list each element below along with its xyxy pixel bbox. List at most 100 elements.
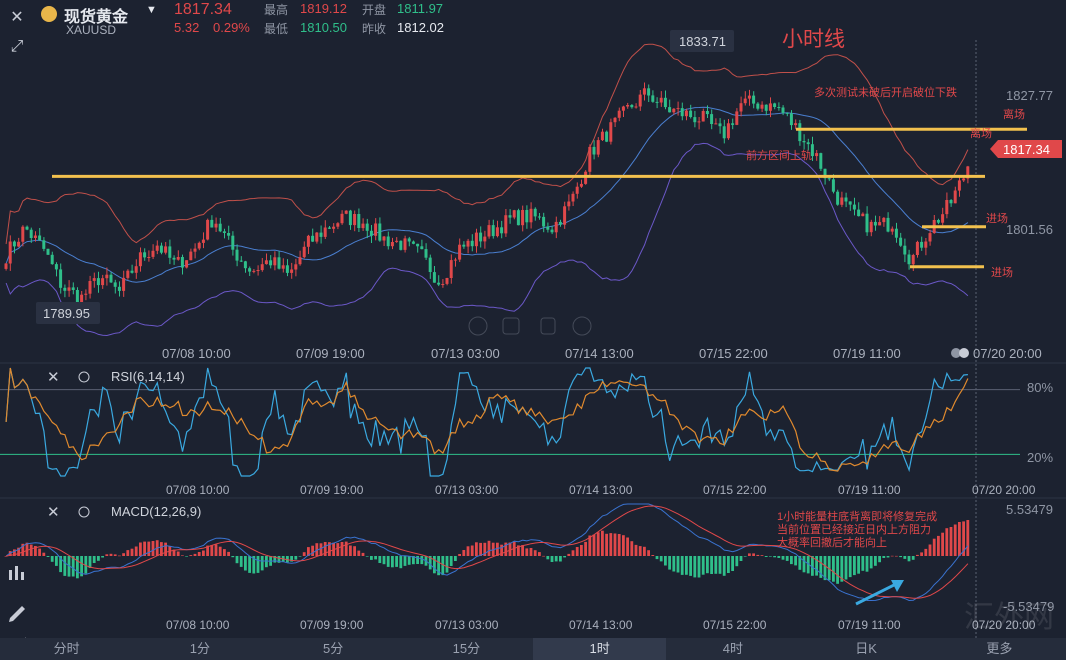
- macd-dea-line: [6, 505, 969, 599]
- candle-body: [306, 235, 310, 247]
- candle-body: [210, 219, 214, 228]
- macd-histogram-bar: [176, 551, 180, 556]
- macd-histogram-bar: [319, 543, 323, 556]
- macd-histogram-bar: [811, 556, 814, 576]
- scroll-dot-icon[interactable]: [959, 348, 969, 358]
- candle-body: [411, 241, 415, 244]
- candle-body: [54, 264, 58, 270]
- candle-body: [201, 239, 205, 243]
- rsi-settings-icon[interactable]: [78, 371, 90, 383]
- candle-body: [920, 241, 924, 248]
- candle-body: [390, 242, 394, 247]
- macd-histogram-bar: [664, 556, 667, 566]
- macd-histogram-bar: [575, 547, 579, 556]
- candle-body: [798, 123, 802, 142]
- macd-histogram-bar: [42, 552, 46, 556]
- macd-dif-line: [5, 503, 969, 602]
- pen-icon[interactable]: [9, 606, 25, 622]
- macd-histogram-bar: [88, 556, 92, 568]
- rsi-panel[interactable]: [0, 367, 1020, 477]
- macd-histogram-bar: [496, 542, 499, 556]
- candle-body: [159, 245, 163, 253]
- candles-icon[interactable]: [9, 566, 24, 580]
- macd-histogram-bar: [214, 544, 218, 556]
- macd-histogram-bar: [781, 556, 785, 560]
- candle-body: [857, 209, 861, 217]
- candle-body: [533, 208, 537, 217]
- candle-body: [399, 240, 403, 250]
- macd-note-1: 1小时能量柱底背离即将修复完成: [777, 509, 937, 523]
- candle-body: [621, 106, 625, 111]
- timeframe-tabs: 分时 1分 5分 15分 1时 4时 日K 更多: [0, 638, 1066, 660]
- tab-15min[interactable]: 15分: [452, 641, 481, 656]
- tab-1hour[interactable]: 1时: [533, 638, 667, 660]
- macd-histogram-bar: [298, 556, 302, 557]
- tab-1min[interactable]: 1分: [189, 641, 210, 656]
- candle-body: [865, 213, 869, 233]
- candle-body: [823, 168, 827, 179]
- candle-body: [634, 106, 638, 108]
- macd-histogram-bar: [227, 551, 230, 556]
- candle-body: [789, 113, 793, 126]
- macd-settings-icon[interactable]: [78, 506, 90, 518]
- macd-histogram-bar: [202, 550, 205, 556]
- expand-icon[interactable]: ⤢: [10, 38, 24, 55]
- macd-histogram-bar: [559, 556, 562, 562]
- candle-body: [626, 105, 630, 107]
- macd-panel[interactable]: [4, 503, 970, 602]
- tab-more[interactable]: 更多: [986, 641, 1013, 656]
- x-tick: 07/08 10:00: [166, 483, 230, 497]
- candle-body: [638, 94, 642, 107]
- macd-histogram-bar: [958, 522, 961, 556]
- macd-histogram-bar: [525, 548, 529, 556]
- candle-body: [67, 287, 71, 291]
- macd-histogram-bar: [592, 534, 596, 556]
- close-icon[interactable]: ✕: [10, 9, 24, 26]
- candle-body: [710, 114, 714, 124]
- macd-histogram-bar: [428, 556, 432, 570]
- macd-histogram-bar: [756, 554, 760, 556]
- macd-histogram-bar: [13, 549, 16, 556]
- candle-body: [491, 225, 495, 237]
- dropdown-caret-icon[interactable]: ▼: [146, 4, 157, 16]
- macd-histogram-bar: [109, 553, 113, 556]
- rsi-close-icon[interactable]: ✕: [47, 369, 60, 386]
- macd-close-icon[interactable]: ✕: [47, 504, 60, 521]
- candle-body: [348, 210, 352, 226]
- zoom-reset-icon[interactable]: [502, 317, 520, 335]
- zoom-out-icon[interactable]: [468, 316, 488, 336]
- instrument-name[interactable]: 现货黄金: [64, 9, 129, 26]
- bollinger-lower-line: [5, 142, 969, 337]
- macd-histogram-bar: [449, 556, 453, 566]
- macd-histogram-bar: [903, 556, 907, 559]
- candle-body: [836, 191, 840, 205]
- candle-body: [915, 241, 919, 255]
- candle-body: [739, 103, 743, 112]
- macd-histogram-bar: [80, 556, 83, 577]
- candle-body: [71, 287, 75, 290]
- macd-histogram-bar: [882, 556, 886, 558]
- candle-body: [773, 103, 777, 107]
- scroll-dot-icon[interactable]: [951, 348, 961, 358]
- macd-histogram-bar: [676, 556, 680, 573]
- macd-histogram-bar: [706, 556, 709, 574]
- macd-histogram-bar: [794, 556, 797, 566]
- candle-body: [756, 103, 760, 109]
- x-tick: 07/14 13:00: [569, 483, 633, 497]
- candle-body: [747, 95, 751, 99]
- zoom-in-icon[interactable]: [572, 316, 592, 336]
- tab-daily[interactable]: 日K: [855, 641, 877, 656]
- price-panel[interactable]: [4, 43, 1028, 337]
- tab-4hour[interactable]: 4时: [722, 641, 743, 656]
- candle-body: [684, 110, 688, 117]
- zoom-controls: [468, 316, 592, 336]
- macd-histogram-bar: [622, 535, 625, 556]
- annotation-exit-2: 离场: [970, 126, 992, 140]
- pause-icon[interactable]: [540, 317, 556, 335]
- candle-body: [298, 257, 302, 265]
- x-tick: 07/14 13:00: [565, 346, 634, 361]
- tab-5min[interactable]: 5分: [323, 641, 344, 656]
- tab-timeshare[interactable]: 分时: [53, 641, 80, 656]
- macd-histogram-bar: [731, 556, 734, 571]
